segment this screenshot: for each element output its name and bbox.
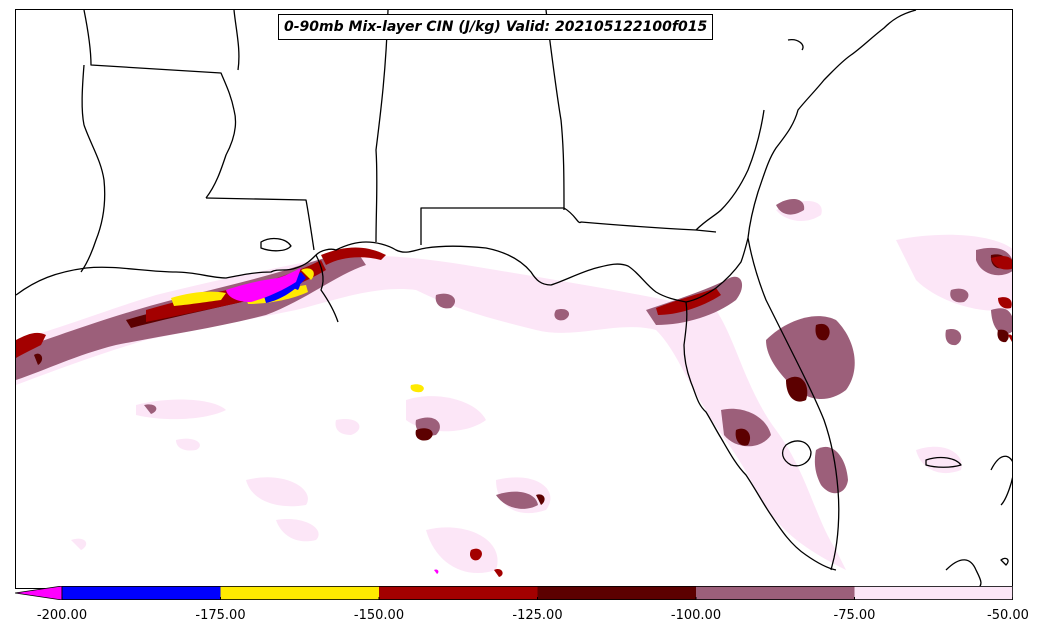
colorbar-tick-label: -200.00 [36, 608, 88, 623]
state-border-ms-mid [233, 10, 240, 71]
cin-level-mauve [16, 198, 1012, 509]
map-outlines [16, 10, 1012, 588]
colorbar-segment [537, 586, 696, 600]
state-border-ms-al [545, 10, 565, 211]
lake-okeechobee [781, 440, 812, 467]
colorbar-segment [379, 586, 538, 600]
bahamas-fragment-2 [990, 455, 1012, 506]
lake-pontchartrain [260, 237, 292, 252]
cin-shading [16, 198, 1012, 577]
colorbar-tick-label: -100.00 [670, 608, 722, 623]
state-border-ar [83, 10, 237, 199]
map-title: 0-90mb Mix-layer CIN (J/kg) Valid: 20210… [278, 14, 714, 40]
cin-level-light-pink [16, 200, 1012, 574]
state-border-la-north [205, 197, 315, 251]
colorbar-segment [854, 586, 1013, 600]
state-border-ga [695, 109, 765, 231]
island-e [1000, 557, 1009, 566]
map-panel [15, 9, 1013, 589]
colorbar-tick-label: -125.00 [512, 608, 563, 623]
florida-west-coastline [683, 301, 837, 571]
mississippi-delta [315, 254, 339, 323]
colorbar-segment [220, 586, 379, 600]
colorbar-tick-label: -150.00 [353, 608, 405, 623]
colorbar-segment [696, 586, 855, 600]
state-border-al-fl [420, 207, 717, 245]
colorbar-segment [62, 586, 221, 600]
cin-level-magenta [226, 268, 439, 574]
cuba-fragment [945, 559, 982, 588]
colorbar-tick-label: -75.00 [833, 608, 876, 623]
colorbar-extend-min [15, 586, 63, 600]
florida-east-coastline [747, 237, 840, 571]
atlantic-coastline [747, 10, 917, 239]
map-canvas [16, 10, 1012, 588]
island-ne [787, 39, 804, 51]
state-border-tx-la [80, 124, 106, 273]
colorbar-tick-label: -175.00 [195, 608, 246, 623]
colorbar-tick-label: -50.00 [987, 608, 1029, 623]
gulf-coastline [16, 237, 749, 303]
bahamas-fragment [925, 456, 962, 468]
state-border-la-ms [375, 10, 389, 243]
state-border-tx-north [81, 64, 85, 126]
colorbar [15, 586, 1013, 600]
